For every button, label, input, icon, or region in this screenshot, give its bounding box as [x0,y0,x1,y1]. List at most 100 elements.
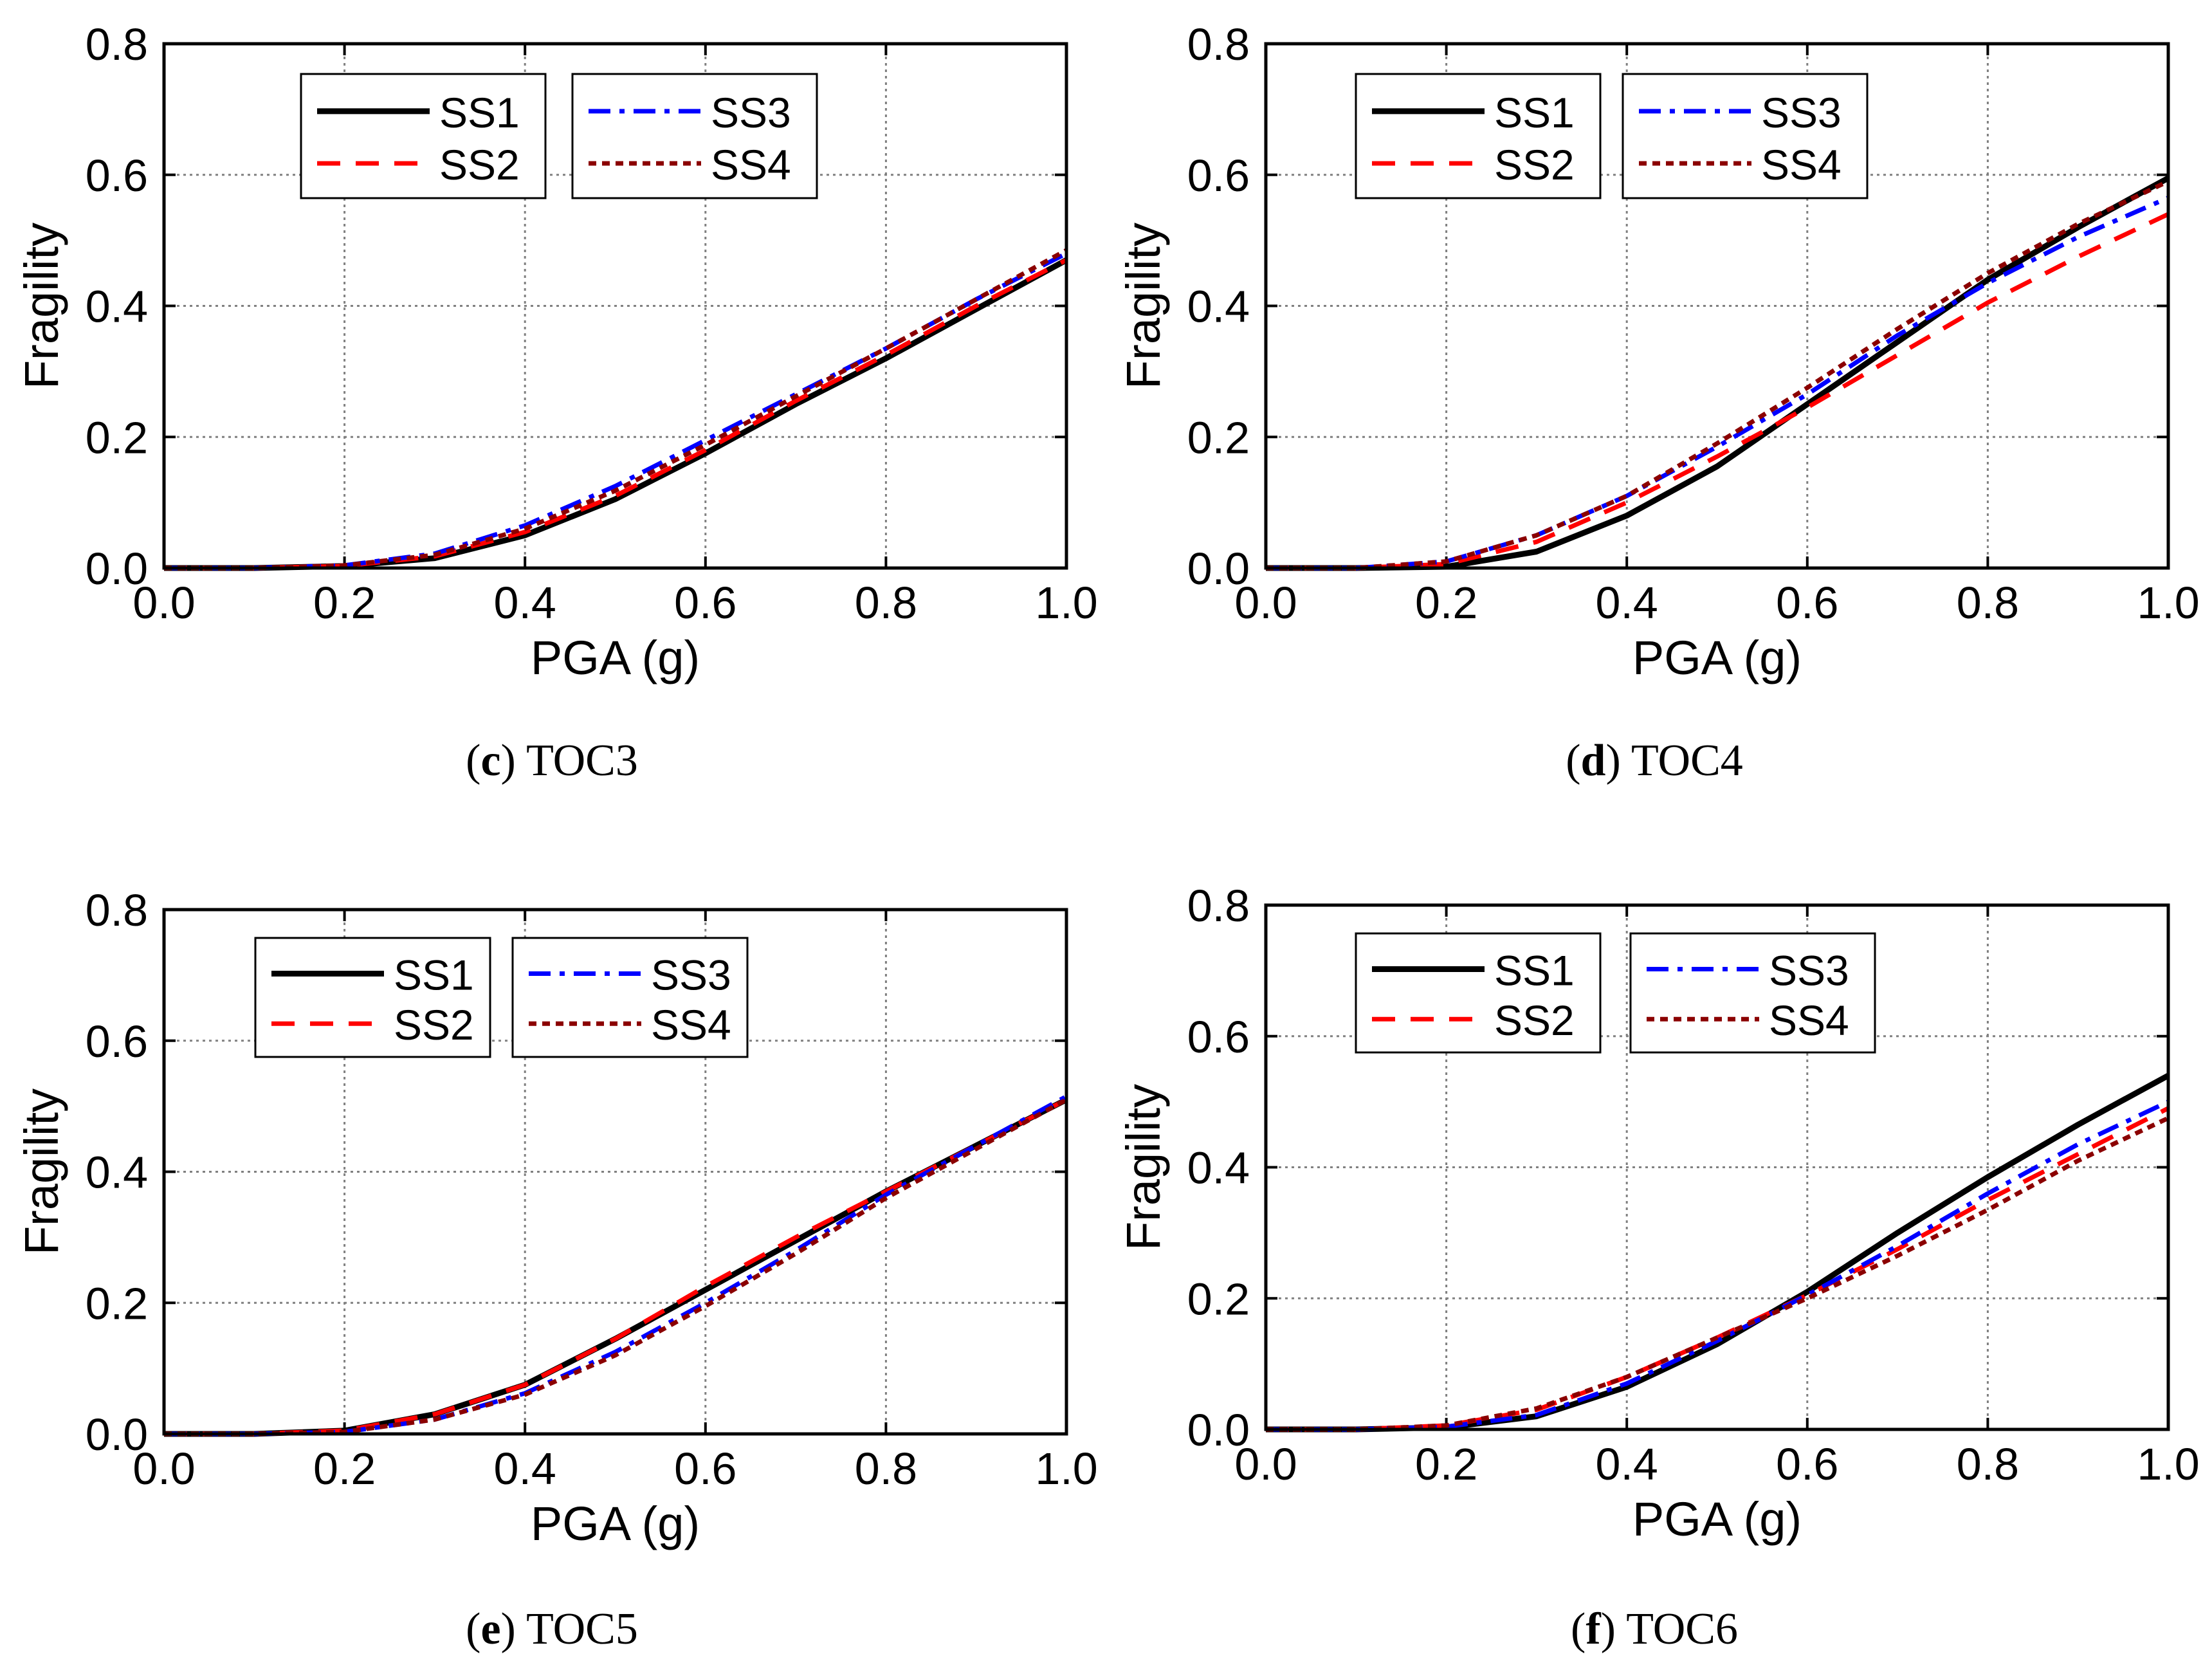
plot-frame [1264,42,2170,570]
y-tick-label: 0.2 [1187,1274,1250,1324]
y-tick-label: 0.6 [86,151,148,201]
legend-label-ss4: SS4 [651,1001,731,1049]
x-tick-label: 0.4 [1596,1439,1658,1489]
y-tick-label: 0.8 [1187,881,1250,931]
y-tick-label: 0.2 [86,412,148,463]
y-tick-label: 0.4 [86,1148,148,1198]
legend-label-ss1: SS1 [394,951,474,999]
legend-label-ss1: SS1 [1494,89,1575,136]
legend-label-ss2: SS2 [439,141,520,188]
legend-label-ss4: SS4 [1769,996,1849,1044]
x-tick-label: 0.8 [855,1444,917,1494]
x-axis-label: PGA (g) [1632,1492,1802,1546]
legend-label-ss3: SS3 [651,951,731,999]
x-tick-label: 0.2 [313,578,376,628]
chart-panel-toc3: 0.0 0.2 0.4 0.6 0.8 1.0 0.0 0.2 0.4 0.6 0.8 PGA (g)… [15,19,1098,785]
x-tick-label: 1.0 [2137,578,2199,628]
legend-frame [1355,932,1602,1054]
panel-caption: (f) TOC6 [1571,1604,1738,1654]
legend-label-ss3: SS3 [1769,947,1849,995]
plot-frame [162,908,1068,1436]
x-tick-label: 0.2 [313,1444,376,1494]
x-tick-label: 1.0 [1035,578,1097,628]
x-tick-label: 0.6 [674,578,736,628]
series-line-ss4 [1266,179,2170,571]
x-axis-label: PGA (g) [1632,631,1802,684]
legend-frame [1355,73,1602,199]
x-tick-label: 0.6 [1776,1439,1838,1489]
legend-frame [511,937,749,1058]
y-axis-label: Fragility [1117,1084,1170,1251]
x-axis-label: PGA (g) [531,631,700,684]
y-axis-label: Fragility [15,1088,68,1255]
legend-frame [1622,73,1869,199]
legend-frame [571,73,818,199]
legend-frame [1629,932,1876,1054]
legend-label-ss2: SS2 [1494,996,1575,1044]
y-tick-label: 0.6 [86,1016,148,1067]
legend-label-ss3: SS3 [1761,89,1842,136]
series-line-ss4 [164,248,1068,571]
x-tick-label: 0.2 [1415,578,1477,628]
x-tick-label: 0.8 [1957,1439,2019,1489]
legend-label-ss1: SS1 [439,89,520,136]
legend-label-ss1: SS1 [1494,947,1575,995]
series-line-ss4 [1266,1115,2170,1432]
series-line-ss2 [1266,212,2170,571]
legend-label-ss2: SS2 [394,1001,474,1049]
y-tick-label: 0.0 [86,1409,148,1460]
y-tick-label: 0.8 [86,19,148,69]
plot-frame [162,42,1068,570]
y-tick-label: 0.8 [86,885,148,935]
y-tick-label: 0.2 [86,1278,148,1328]
legend-label-ss2: SS2 [1494,141,1575,188]
chart-panel-toc4: 0.0 0.2 0.4 0.6 0.8 1.0 0.0 0.2 0.4 0.6 0.8 PGA (g)… [1117,19,2200,785]
chart-panel-toc6: 0.0 0.2 0.4 0.6 0.8 1.0 0.0 0.2 0.4 0.6 0.8 PGA (g)… [1117,881,2200,1654]
x-tick-label: 0.4 [1596,578,1658,628]
y-tick-label: 0.2 [1187,412,1250,463]
x-tick-label: 0.4 [494,578,556,628]
x-tick-label: 0.8 [1957,578,2019,628]
y-tick-label: 0.0 [86,544,148,594]
legend-label-ss4: SS4 [1761,141,1842,188]
panel-caption: (c) TOC3 [466,736,638,785]
x-tick-label: 1.0 [1035,1444,1097,1494]
x-tick-label: 1.0 [2137,1439,2199,1489]
legend-frame [254,937,491,1058]
y-tick-label: 0.4 [1187,1143,1250,1193]
x-tick-label: 0.0 [1234,1439,1297,1489]
legend-label-ss4: SS4 [711,141,791,188]
x-tick-label: 0.0 [133,578,195,628]
legend-frame [300,73,547,199]
panel-caption: (e) TOC5 [466,1604,638,1654]
chart-panel-toc5: 0.0 0.2 0.4 0.6 0.8 1.0 0.0 0.2 0.4 0.6 0.8 PGA (g)… [15,885,1098,1654]
x-tick-label: 0.0 [1234,578,1297,628]
y-tick-label: 0.6 [1187,1012,1250,1062]
y-tick-label: 0.0 [1187,1405,1250,1455]
x-tick-label: 0.2 [1415,1439,1477,1489]
x-tick-label: 0.8 [855,578,917,628]
x-tick-label: 0.0 [133,1444,195,1494]
panel-caption: (d) TOC4 [1566,736,1743,785]
x-tick-label: 0.6 [1776,578,1838,628]
y-axis-label: Fragility [15,223,68,389]
x-tick-label: 0.4 [494,1444,556,1494]
plot-frame [1264,903,2170,1431]
y-tick-label: 0.4 [86,282,148,332]
y-tick-label: 0.4 [1187,282,1250,332]
y-tick-label: 0.8 [1187,19,1250,69]
x-tick-label: 0.6 [674,1444,736,1494]
legend-label-ss3: SS3 [711,89,791,136]
y-tick-label: 0.6 [1187,151,1250,201]
y-axis-label: Fragility [1117,223,1170,389]
x-axis-label: PGA (g) [531,1497,700,1550]
